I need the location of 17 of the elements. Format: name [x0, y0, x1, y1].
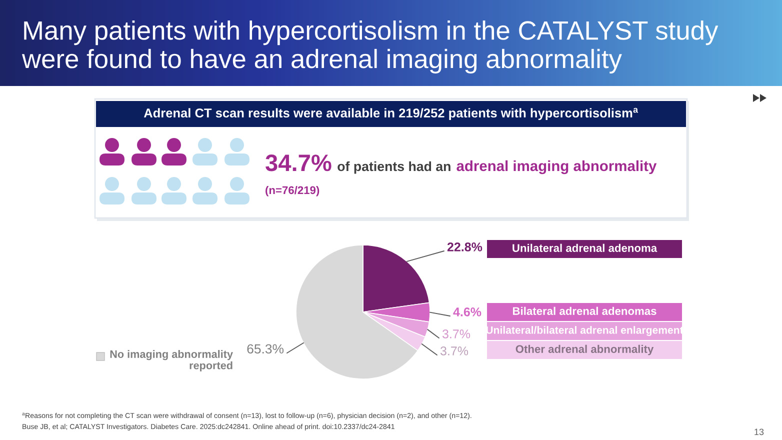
text: 34.7%: [266, 154, 332, 172]
legend-label: No imaging abnormality reported: [110, 350, 233, 372]
data-label: 65.3%: [247, 344, 284, 354]
data-label: 22.8%: [447, 242, 482, 252]
data-label: 3.7%: [442, 330, 470, 338]
legend-label: Other adrenal abnormality: [516, 344, 654, 356]
data-label: 4.6%: [453, 308, 482, 316]
data-label: 3.7%: [440, 346, 468, 356]
legend-label: Unilateral/bilateral adrenal enlargement: [486, 326, 684, 336]
text: adrenal imaging abnormality: [456, 160, 657, 174]
text: (n=76/219): [266, 186, 320, 196]
chart-subtitle: Adrenal CT scan results were available in 219/252 patients with hypercortisolism$^{a}$: [144, 108, 638, 120]
legend-label: Unilateral adrenal adenoma: [512, 244, 658, 252]
text: 13: [754, 428, 764, 436]
legend-label: Bilateral adrenal adenomas: [512, 306, 656, 315]
chart-title: Many patients with hypercortisolism in the CATALYST study were found to have an adrenal imaging abnormality: [22, 20, 718, 74]
text: of patients had an: [338, 161, 450, 174]
